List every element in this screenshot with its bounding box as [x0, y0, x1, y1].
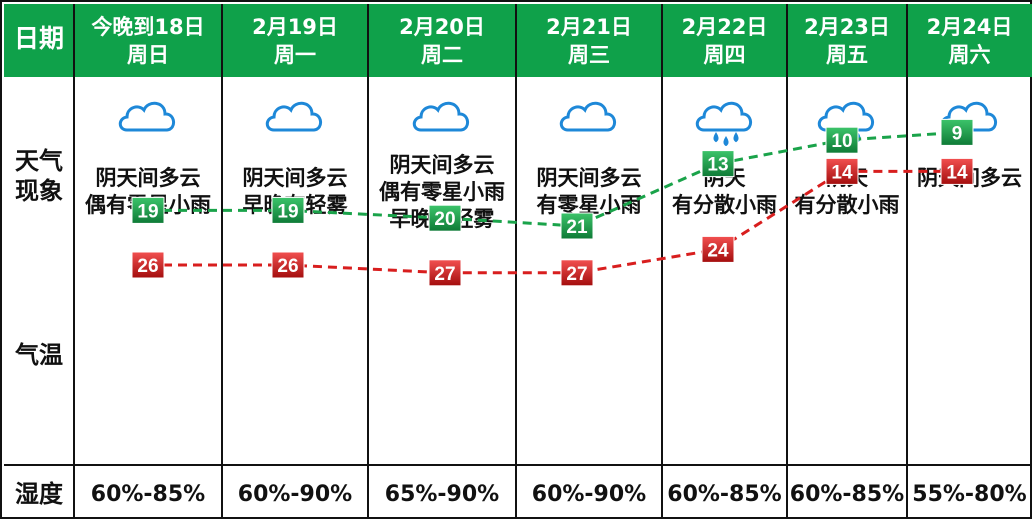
header-weekday: 周三 — [568, 43, 610, 67]
header-row — [4, 4, 1032, 77]
column-divider — [515, 4, 517, 519]
weather-description-6: 阴天间多云 — [907, 165, 1032, 255]
weather-description-1: 阴天间多云早晚有轻雾 — [222, 165, 368, 255]
header-weekday: 周二 — [421, 43, 463, 67]
weather-line: 早晚有轻雾 — [242, 193, 348, 217]
header-weekday: 周四 — [703, 43, 746, 67]
weather-line: 阴天 — [703, 166, 746, 190]
header-day-3: 2月21日周三 — [516, 8, 662, 74]
weather-label-1: 天气 — [15, 147, 63, 175]
cloud-icon — [554, 94, 624, 144]
weather-description-0: 阴天间多云偶有零星小雨 — [74, 165, 222, 255]
column-divider — [221, 4, 223, 519]
cloud-icon — [113, 94, 183, 144]
weather-line: 阴天间多云 — [536, 166, 642, 190]
rain-cloud-icon — [690, 94, 760, 147]
weather-line: 有分散小雨 — [794, 193, 900, 217]
weather-line: 有分散小雨 — [672, 193, 777, 217]
humidity-value: 55%-80% — [912, 481, 1027, 507]
row-divider — [4, 464, 1032, 466]
weather-label-2: 现象 — [15, 177, 63, 205]
humidity-value: 60%-85% — [90, 481, 206, 507]
column-divider — [906, 4, 908, 519]
weather-line: 偶有零星小雨 — [379, 180, 505, 204]
header-date: 2月19日 — [252, 15, 338, 39]
rain-cloud-icon — [812, 94, 882, 147]
cloud-icon — [935, 94, 1005, 144]
header-date: 2月23日 — [804, 15, 890, 39]
header-day-4: 2月22日周四 — [662, 8, 787, 74]
header-weekday: 周五 — [826, 43, 868, 67]
column-divider — [786, 4, 788, 519]
header-date: 2月20日 — [399, 15, 485, 39]
weather-description-5: 阴天 有分散小雨 — [787, 165, 907, 255]
weather-line: 阴天间多云 — [242, 166, 348, 190]
header-day-2: 2月20日周二 — [368, 8, 516, 74]
humidity-value: 60%-90% — [531, 481, 647, 507]
column-divider — [661, 4, 663, 519]
header-day-5: 2月23日周五 — [787, 8, 907, 74]
header-day-6: 2月24日周六 — [907, 8, 1032, 74]
weather-line: 早晚有轻雾 — [389, 207, 495, 231]
humidity-value: 60%-85% — [789, 481, 905, 507]
header-weekday: 周一 — [274, 43, 316, 67]
header-day-0: 今晚到18日 周日 — [74, 8, 222, 74]
header-date: 2月21日 — [546, 15, 632, 39]
header-date: 今晚到18日 — [91, 15, 205, 39]
column-divider — [367, 4, 369, 519]
date-label: 日期 — [13, 24, 64, 53]
weather-description-2: 阴天间多云偶有零星小雨 早晚有轻雾 — [368, 152, 516, 242]
humidity-value: 60%-90% — [237, 481, 353, 507]
weather-line: 偶有零星小雨 — [85, 193, 211, 217]
weather-line: 阴天间多云 — [917, 166, 1022, 190]
temperature-label: 气温 — [15, 341, 63, 369]
humidity-value: 60%-85% — [667, 481, 782, 507]
header-day-1: 2月19日周一 — [222, 8, 368, 74]
weather-line: 阴天间多云 — [389, 153, 495, 177]
header-weekday: 周日 — [127, 43, 169, 67]
humidity-value: 65%-90% — [384, 481, 500, 507]
weather-description-4: 阴天 有分散小雨 — [662, 165, 787, 255]
weather-description-3: 阴天间多云有零星小雨 — [516, 165, 662, 255]
header-date: 2月22日 — [681, 15, 768, 39]
column-divider — [73, 4, 75, 519]
cloud-icon — [407, 94, 477, 144]
weather-line: 阴天 — [826, 166, 868, 190]
humidity-label: 湿度 — [15, 480, 63, 508]
header-date: 2月24日 — [926, 15, 1013, 39]
cloud-icon — [260, 94, 330, 144]
header-weekday: 周六 — [948, 43, 991, 67]
weather-line: 阴天间多云 — [95, 166, 201, 190]
weather-line: 有零星小雨 — [536, 193, 642, 217]
